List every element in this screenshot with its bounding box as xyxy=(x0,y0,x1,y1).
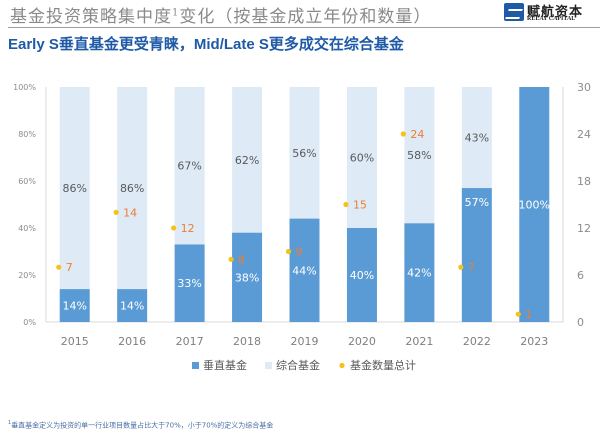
bar-comprehensive-label: 67% xyxy=(177,160,201,173)
count-point xyxy=(400,131,406,137)
subtitle: Early S垂直基金更受青睐，Mid/Late S更多成交在综合基金 xyxy=(8,36,404,53)
bar-comprehensive xyxy=(174,87,205,245)
x-tick-label: 2015 xyxy=(61,335,89,348)
bar-comprehensive xyxy=(117,87,148,290)
bar-vertical xyxy=(404,223,435,322)
bar-vertical-label: 42% xyxy=(407,267,431,280)
bar-vertical-label: 100% xyxy=(519,199,550,212)
logo-text-en: RELAY CAPITAL xyxy=(527,16,576,22)
bar-vertical-label: 14% xyxy=(120,300,144,313)
title-suffix: 变化（按基金成立年份和数量） xyxy=(179,7,432,27)
count-label: 9 xyxy=(296,246,303,259)
logo: 赋航资本 RELAY CAPITAL xyxy=(504,1,598,25)
bar-comprehensive-label: 86% xyxy=(120,182,144,195)
bar-comprehensive-label: 58% xyxy=(407,149,431,162)
bar-comprehensive-label: 43% xyxy=(465,132,489,145)
bar-vertical-label: 38% xyxy=(235,271,259,284)
bar-vertical xyxy=(117,289,148,322)
x-tick-label: 2021 xyxy=(405,335,433,348)
bar-vertical xyxy=(59,289,90,322)
bar-vertical-label: 44% xyxy=(292,264,316,277)
bar-comprehensive xyxy=(59,87,90,290)
title-divider xyxy=(8,27,600,28)
x-tick-label: 2023 xyxy=(520,335,548,348)
count-points: 7 14 12 8 9 15 24 7 1 xyxy=(56,128,532,321)
x-tick-label: 2022 xyxy=(463,335,491,348)
count-point xyxy=(515,311,521,317)
bar-comprehensive-label: 56% xyxy=(292,147,316,160)
count-label: 15 xyxy=(353,199,367,212)
y-left-tick-label: 80% xyxy=(18,130,36,139)
y-left-tick-label: 40% xyxy=(18,224,36,233)
y-left-tick-label: 100% xyxy=(13,83,36,92)
bar-comprehensive xyxy=(346,87,377,228)
count-point xyxy=(56,264,62,270)
bar-vertical xyxy=(174,244,205,322)
legend-label-count: 基金数量总计 xyxy=(350,358,416,372)
bar-comprehensive xyxy=(232,87,263,233)
logo-text-cn: 赋航资本 xyxy=(527,5,584,20)
legend-swatch-vertical xyxy=(192,362,199,369)
bar-comprehensive-label: 86% xyxy=(62,182,86,195)
footnote-marker: 1 xyxy=(8,420,12,426)
y-right-tick-label: 18 xyxy=(577,175,591,188)
x-tick-label: 2020 xyxy=(348,335,376,348)
count-label: 7 xyxy=(468,261,475,274)
bar-vertical xyxy=(519,87,550,322)
legend-swatch-count xyxy=(339,362,345,369)
count-label: 24 xyxy=(410,128,424,141)
page-title: 基金投资策略集中度1变化（按基金成立年份和数量） xyxy=(10,2,431,27)
legend-swatch-comprehensive xyxy=(265,362,272,369)
y-right-tick-label: 12 xyxy=(577,222,591,235)
count-point xyxy=(458,264,464,270)
bar-vertical-label: 57% xyxy=(465,196,489,209)
bar-comprehensive xyxy=(289,87,320,219)
count-label: 14 xyxy=(123,206,137,219)
count-point xyxy=(228,256,234,262)
bar-vertical-label: 40% xyxy=(350,269,374,282)
count-point xyxy=(113,209,119,215)
x-tick-label: 2018 xyxy=(233,335,261,348)
footnote: 1垂直基金定义为投资的单一行业项目数量占比大于70%，小于70%的定义为综合基金 xyxy=(8,420,273,430)
bar-vertical xyxy=(346,228,377,322)
count-point xyxy=(285,248,292,255)
bar-vertical xyxy=(461,188,492,322)
x-tick-label: 2019 xyxy=(291,335,319,348)
footnote-text: 垂直基金定义为投资的单一行业项目数量占比大于70%，小于70%的定义为综合基金 xyxy=(11,421,274,430)
legend-label-comprehensive: 综合基金 xyxy=(276,358,320,372)
y-left-tick-label: 20% xyxy=(18,271,36,280)
count-label: 1 xyxy=(525,308,532,321)
y-right-tick-label: 30 xyxy=(577,81,591,94)
count-label: 12 xyxy=(181,222,195,235)
bars: 86% 86% 67% 62% 56% 60% 58% 43% 14% 14% 33% 38% 44% 4… xyxy=(59,87,550,322)
bar-vertical-label: 33% xyxy=(177,277,201,290)
count-label: 8 xyxy=(238,253,245,266)
bar-comprehensive-label: 62% xyxy=(235,154,259,167)
count-point xyxy=(171,225,177,231)
x-tick-label: 2017 xyxy=(176,335,204,348)
y-left-tick-label: 0% xyxy=(23,318,36,327)
legend-label-vertical: 垂直基金 xyxy=(203,358,247,372)
bar-vertical xyxy=(289,218,320,322)
logo-icon xyxy=(504,3,524,21)
legend: 垂直基金 综合基金 基金数量总计 xyxy=(192,358,416,372)
title-text: 基金投资策略集中度 xyxy=(10,7,172,27)
bar-comprehensive xyxy=(461,87,492,189)
y-right-tick-label: 0 xyxy=(577,316,584,329)
bar-comprehensive xyxy=(404,87,435,224)
count-label: 7 xyxy=(66,261,73,274)
count-point xyxy=(343,201,349,208)
y-right-tick-label: 6 xyxy=(577,269,584,282)
x-tick-label: 2016 xyxy=(118,335,146,348)
title-footnote-marker: 1 xyxy=(172,7,180,19)
y-right-tick-label: 24 xyxy=(577,128,591,141)
bar-vertical xyxy=(232,232,263,322)
bar-comprehensive-label: 60% xyxy=(350,152,374,165)
y-left-tick-label: 60% xyxy=(18,177,36,186)
bar-vertical-label: 14% xyxy=(62,300,86,313)
